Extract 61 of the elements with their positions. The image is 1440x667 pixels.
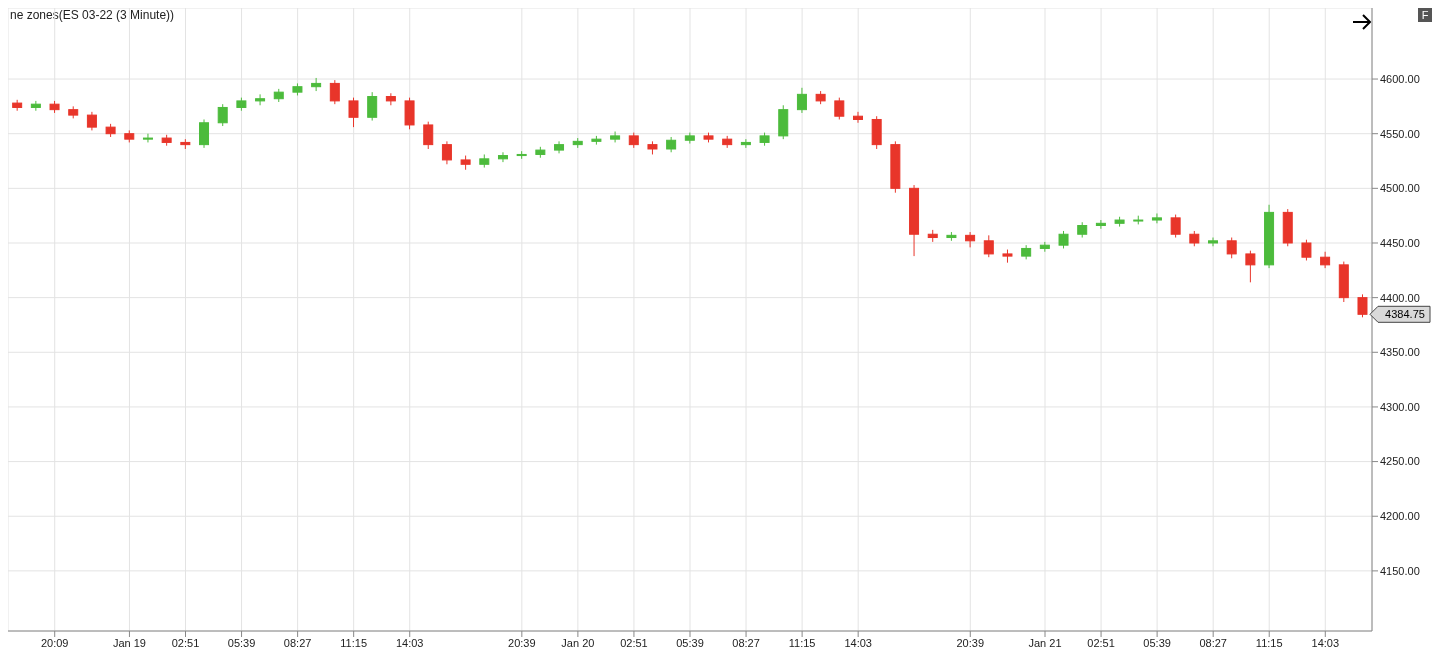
candlestick bbox=[852, 111, 863, 124]
candlestick bbox=[796, 87, 807, 114]
y-tick-label: 4250.00 bbox=[1380, 455, 1420, 468]
x-tick-label: 20:39 bbox=[508, 636, 536, 649]
x-tick-label: 14:03 bbox=[395, 636, 424, 649]
candlestick bbox=[441, 140, 452, 165]
x-tick-label: 05:39 bbox=[227, 636, 256, 649]
candlestick bbox=[1301, 239, 1312, 261]
x-tick-label: 02:51 bbox=[1087, 636, 1115, 649]
x-tick-label: 05:39 bbox=[1143, 636, 1171, 649]
candlestick bbox=[311, 77, 322, 92]
x-tick-label: 20:39 bbox=[956, 636, 985, 649]
y-tick-label: 4150.00 bbox=[1380, 564, 1420, 577]
candlestick bbox=[30, 100, 41, 112]
candlestick bbox=[86, 111, 97, 131]
x-tick-label: 02:51 bbox=[620, 636, 648, 649]
x-tick-label: 20:09 bbox=[40, 636, 69, 649]
x-tick-label: 08:27 bbox=[732, 636, 760, 649]
candlestick bbox=[329, 79, 340, 105]
text: 4384.75 bbox=[1385, 308, 1425, 321]
x-tick-label: 05:39 bbox=[676, 636, 704, 649]
candlestick bbox=[1170, 214, 1181, 239]
candlestick bbox=[217, 103, 228, 127]
x-tick-label: Jan 21 bbox=[1028, 636, 1062, 649]
x-tick-label: 08:27 bbox=[1199, 636, 1227, 649]
y-tick-label: 4200.00 bbox=[1380, 510, 1420, 523]
candlestick bbox=[1357, 293, 1368, 318]
x-tick-label: 14:03 bbox=[844, 636, 872, 649]
candlestick bbox=[1245, 250, 1256, 283]
candlestick bbox=[367, 91, 378, 122]
y-tick-label: 4600.00 bbox=[1380, 72, 1420, 85]
x-tick-label: 11:15 bbox=[788, 636, 816, 649]
candlestick bbox=[834, 97, 845, 120]
candlestick bbox=[255, 93, 266, 106]
candlestick bbox=[385, 92, 396, 106]
x-tick-label: 11:15 bbox=[340, 636, 368, 649]
x-tick-label: 11:15 bbox=[1255, 636, 1283, 649]
y-tick-label: 4300.00 bbox=[1380, 400, 1420, 413]
y-tick-label: 4500.00 bbox=[1380, 182, 1420, 195]
chart-title: ne zones(ES 03-22 (3 Minute)) bbox=[10, 8, 175, 22]
candlestick bbox=[348, 97, 359, 128]
candlestick bbox=[1095, 219, 1106, 230]
candlestick bbox=[423, 121, 434, 150]
text: F bbox=[1418, 8, 1432, 22]
candlestick bbox=[199, 118, 210, 149]
x-tick-label: Jan 20 bbox=[561, 636, 595, 649]
candlestick bbox=[1226, 237, 1237, 259]
candlestick bbox=[497, 151, 508, 163]
y-tick-label: 4550.00 bbox=[1380, 127, 1420, 140]
candlestick bbox=[1151, 212, 1162, 224]
x-tick-label: 14:03 bbox=[1311, 636, 1340, 649]
candlestick bbox=[610, 131, 621, 143]
candlestick bbox=[965, 231, 976, 248]
x-tick-label: 02:51 bbox=[171, 636, 200, 649]
y-tick-label: 4450.00 bbox=[1380, 236, 1420, 249]
y-tick-label: 4350.00 bbox=[1380, 346, 1420, 359]
candlestick bbox=[142, 133, 153, 143]
x-tick-label: Jan 19 bbox=[112, 636, 146, 649]
candlestick bbox=[983, 234, 994, 258]
x-tick-label: 08:27 bbox=[283, 636, 312, 649]
y-tick-label: 4400.00 bbox=[1380, 291, 1420, 304]
